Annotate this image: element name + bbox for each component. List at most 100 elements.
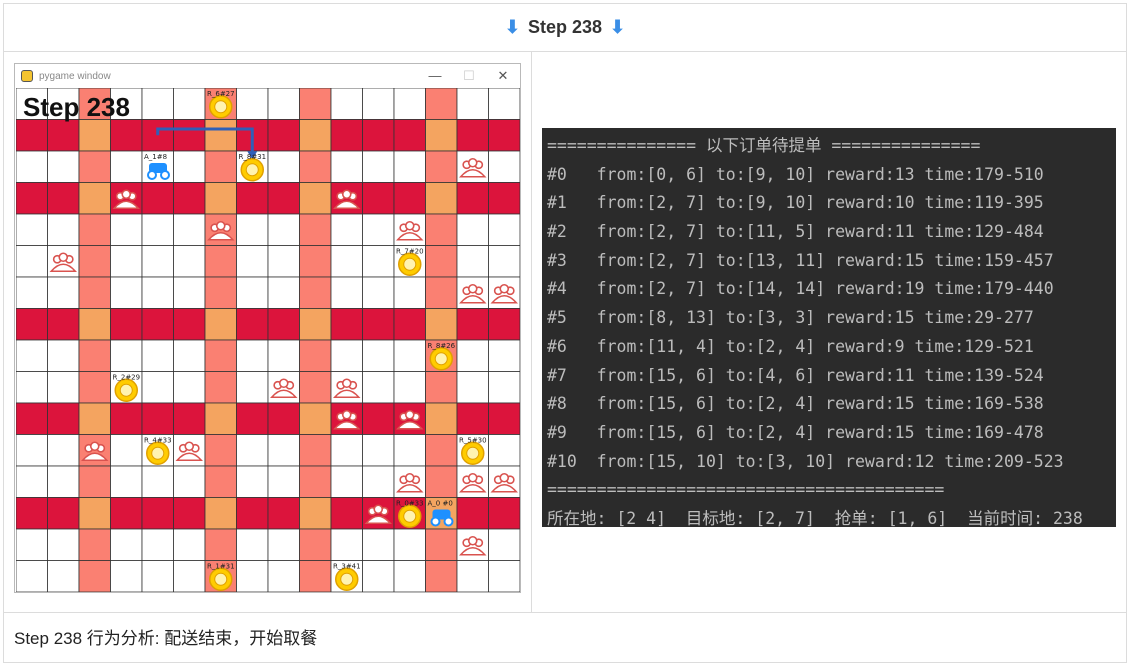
customer-icon [459,168,487,178]
grid-cell [362,88,395,120]
grid-cell [236,182,269,215]
grid-cell [110,465,143,498]
grid-cell [110,119,143,152]
grid-cell [110,150,143,183]
order-label: R_5#30 [459,437,487,445]
grid-cell [488,371,520,404]
customer-icon [270,389,298,399]
grid-cell [330,213,363,246]
grid-cell [47,434,80,467]
customer-icon [404,472,415,483]
grid-cell [267,182,300,215]
grid-cell [299,276,332,309]
grid-cell [110,528,143,561]
grid-cell [173,560,206,592]
customer-icon [207,231,235,241]
grid-cell [47,465,80,498]
grid-cell [330,528,363,561]
customer-icon [499,283,510,294]
rider-icon [443,516,454,527]
grid-cell [141,88,174,120]
grid-cell [78,560,111,592]
grid-cell [78,497,111,530]
grid-cell [299,213,332,246]
grid-cell [330,465,363,498]
grid-cell [393,371,426,404]
grid-cell [330,88,363,120]
rider-label: A_1#8 [144,153,167,161]
grid-cell [110,434,143,467]
grid-cell [488,150,520,183]
grid-cell [488,497,520,530]
grid-cell [78,465,111,498]
window-title: pygame window [39,70,111,82]
grid-cell [362,150,395,183]
game-board[interactable]: R_6#27 R_8#31 R_7#20 R_8#26 R_2#29 R_4#33 R_5#… [16,88,520,592]
grid-cell [141,465,174,498]
grid-cell [16,528,48,561]
grid-cell [456,88,489,120]
grid-cell [456,308,489,341]
grid-cell [78,528,111,561]
terminal-separator: ======================================== [547,480,945,500]
grid-cell [78,150,111,183]
customer-icon [490,294,518,304]
grid-cell [299,88,332,120]
grid-cell [330,497,363,530]
grid-cell [425,213,458,246]
down-arrow-icon: ⬇ [504,17,520,37]
grid-cell [299,371,332,404]
grid-cell [299,560,332,592]
order-label: R_8#31 [239,153,267,161]
grid-cell [299,402,332,435]
grid-cell [204,119,237,152]
grid-cell [236,308,269,341]
grid-cell [393,308,426,341]
grid-cell [299,497,332,530]
rider-icon [160,170,170,180]
grid-cell [456,497,489,530]
terminal-status: 所在地: [2 4] 目标地: [2, 7] 抢单: [1, 6] 当前时间: … [547,508,1083,528]
grid-cell [16,402,48,435]
order-label: R_4#33 [144,437,172,445]
order-coin-icon [403,257,417,271]
rider-icon [430,516,441,527]
grid-cell [330,339,363,372]
grid-cell [110,276,143,309]
grid-cell [141,528,174,561]
grid-cell [78,182,111,215]
grid-cell [488,308,520,341]
grid-cell [141,276,174,309]
route-arrow-icon [247,151,258,160]
grid-cell [393,150,426,183]
grid-cell [141,560,174,592]
customer-icon [341,189,352,200]
grid-cell [456,119,489,152]
grid-cell [141,182,174,215]
order-coin-icon [151,446,165,460]
grid-cell [204,182,237,215]
grid-cell [393,339,426,372]
grid-cell [456,213,489,246]
grid-cell [488,528,520,561]
grid-cell [236,276,269,309]
grid-cell [141,213,174,246]
maximize-button[interactable]: ☐ [463,68,475,83]
game-grid[interactable]: R_6#27 R_8#31 R_7#20 R_8#26 R_2#29 R_4#33 R_5#… [16,88,520,592]
grid-cell [393,560,426,592]
grid-cell [173,339,206,372]
behavior-analysis: Step 238 行为分析: 配送结束，开始取餐 [4,612,1126,660]
grid-cell [110,339,143,372]
pygame-window[interactable]: pygame window — ☐ ✕ R_6#27 R_8#31 R_7#20 R_… [14,63,521,593]
terminal-panel: =============== 以下订单待提单 =============== … [542,128,1116,528]
close-button[interactable]: ✕ [497,68,509,83]
grid-cell [425,465,458,498]
grid-cell [299,245,332,278]
grid-cell [204,528,237,561]
minimize-button[interactable]: — [428,68,442,83]
order-line: #5 from:[8, 13] to:[3, 3] reward:15 time… [547,308,1034,328]
grid-cell [425,119,458,152]
grid-cell [425,88,458,120]
window-titlebar[interactable]: pygame window — ☐ ✕ [15,64,520,88]
grid-cell [362,245,395,278]
